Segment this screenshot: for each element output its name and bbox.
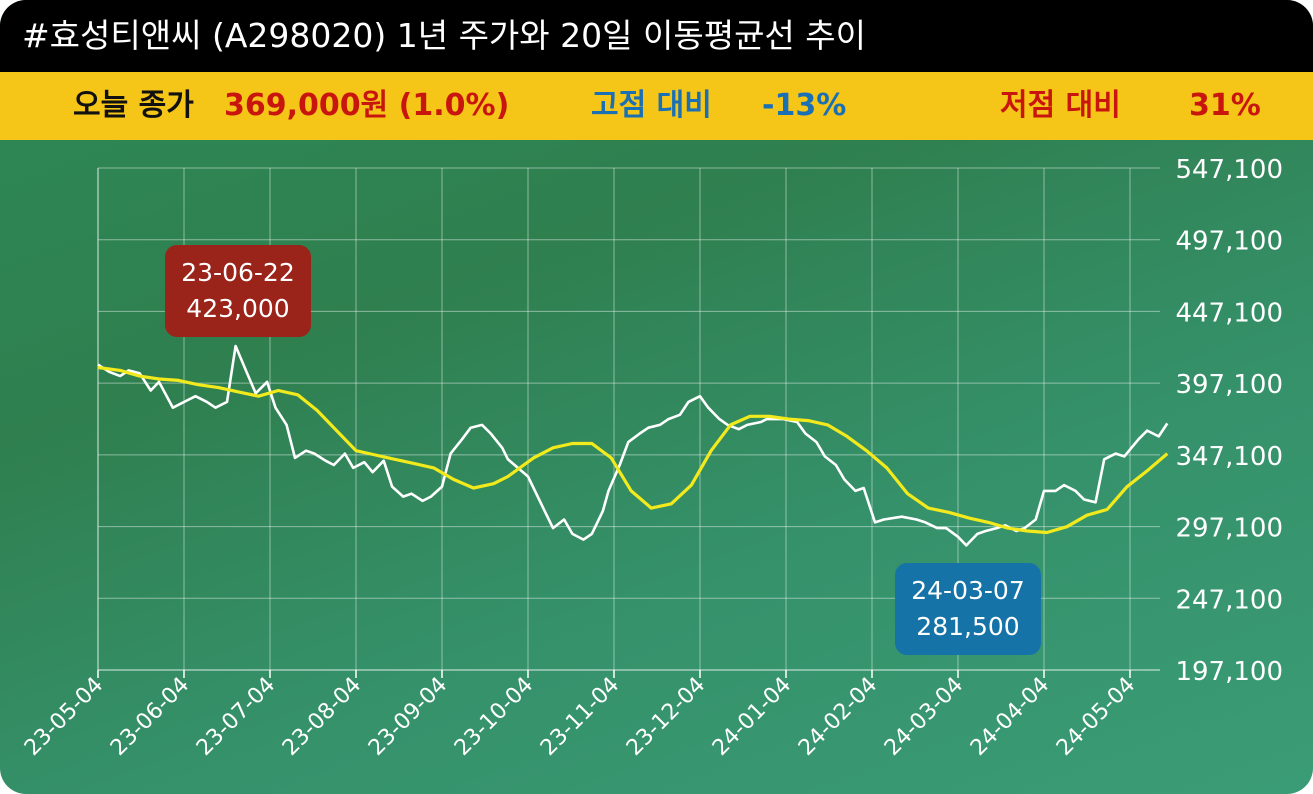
y-tick-label: 397,100 <box>1175 370 1283 400</box>
x-tick-label: 23-08-04 <box>278 673 366 761</box>
low-annotation: 24-03-07 281,500 <box>895 563 1041 655</box>
x-axis: 23-05-0423-06-0423-07-0423-08-0423-09-04… <box>20 670 1140 761</box>
x-tick-label: 23-12-04 <box>622 673 710 761</box>
y-tick-label: 297,100 <box>1175 514 1283 544</box>
chart-title: #효성티앤씨 (A298020) 1년 주가와 20일 이동평균선 추이 <box>0 0 1313 72</box>
x-tick-label: 24-03-04 <box>880 673 968 761</box>
ma20-series-line <box>97 365 1169 535</box>
y-axis: 197,100 247,100 297,100 347,100 397,100 447,1… <box>1175 155 1283 687</box>
y-tick-label: 247,100 <box>1175 585 1283 615</box>
x-tick-label: 23-10-04 <box>450 673 538 761</box>
x-tick-label: 24-02-04 <box>794 673 882 761</box>
x-tick-label: 23-06-04 <box>106 673 194 761</box>
x-tick-label: 23-11-04 <box>536 673 624 761</box>
y-tick-label: 497,100 <box>1175 227 1283 257</box>
x-tick-label: 23-05-04 <box>20 673 108 761</box>
low-annotation-date: 24-03-07 <box>911 576 1025 605</box>
x-tick-label: 24-04-04 <box>966 673 1054 761</box>
close-label: 오늘 종가 <box>73 88 194 123</box>
high-compare-value: -13% <box>762 88 847 123</box>
high-compare-label: 고점 대비 <box>591 88 712 123</box>
x-tick-label: 23-07-04 <box>192 673 280 761</box>
summary-bar: 오늘 종가 369,000원 (1.0%) 고점 대비 -13% 저점 대비 3… <box>0 72 1313 140</box>
low-annotation-value: 281,500 <box>916 612 1020 641</box>
x-tick-label: 24-01-04 <box>708 673 796 761</box>
y-tick-label: 547,100 <box>1175 155 1283 185</box>
y-tick-label: 447,100 <box>1175 298 1283 328</box>
high-annotation-date: 23-06-22 <box>181 258 295 287</box>
high-annotation: 23-06-22 423,000 <box>165 245 311 337</box>
low-compare-label: 저점 대비 <box>1000 88 1121 123</box>
y-tick-label: 347,100 <box>1175 442 1283 472</box>
high-annotation-value: 423,000 <box>186 294 290 323</box>
close-value: 369,000원 (1.0%) <box>224 88 510 123</box>
low-compare-value: 31% <box>1189 88 1261 123</box>
price-series-line <box>97 344 1169 547</box>
y-tick-label: 197,100 <box>1175 657 1283 687</box>
x-tick-label: 23-09-04 <box>364 673 452 761</box>
line-chart: 197,100 247,100 297,100 347,100 397,100 447,1… <box>20 155 1283 761</box>
x-tick-label: 24-05-04 <box>1052 673 1140 761</box>
